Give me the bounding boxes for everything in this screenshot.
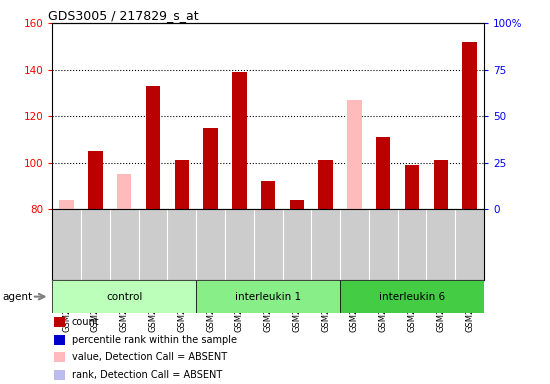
Bar [347,100,362,209]
Bar [117,174,131,209]
Bar [463,42,477,209]
Bar [54,370,65,380]
Text: value, Detection Call = ABSENT: value, Detection Call = ABSENT [72,353,227,362]
Text: interleukin 1: interleukin 1 [235,291,301,302]
Bar [232,72,246,209]
Bar [340,280,484,313]
Bar [290,200,304,209]
Bar [196,280,340,313]
Text: control: control [106,291,142,302]
Bar [54,334,65,344]
Text: interleukin 6: interleukin 6 [379,291,445,302]
Bar [405,165,419,209]
Text: count: count [72,317,100,327]
Bar [433,161,448,209]
Bar [174,161,189,209]
Bar [146,86,160,209]
Bar [261,181,276,209]
Text: agent: agent [3,291,33,302]
Bar [59,200,74,209]
Bar [52,280,196,313]
Text: rank, Detection Call = ABSENT: rank, Detection Call = ABSENT [72,370,222,380]
Text: percentile rank within the sample: percentile rank within the sample [72,334,236,344]
Bar [376,137,390,209]
Bar [88,151,103,209]
Bar [54,353,65,362]
Bar [204,128,218,209]
Bar [54,317,65,327]
Text: GDS3005 / 217829_s_at: GDS3005 / 217829_s_at [48,9,199,22]
Bar [318,161,333,209]
